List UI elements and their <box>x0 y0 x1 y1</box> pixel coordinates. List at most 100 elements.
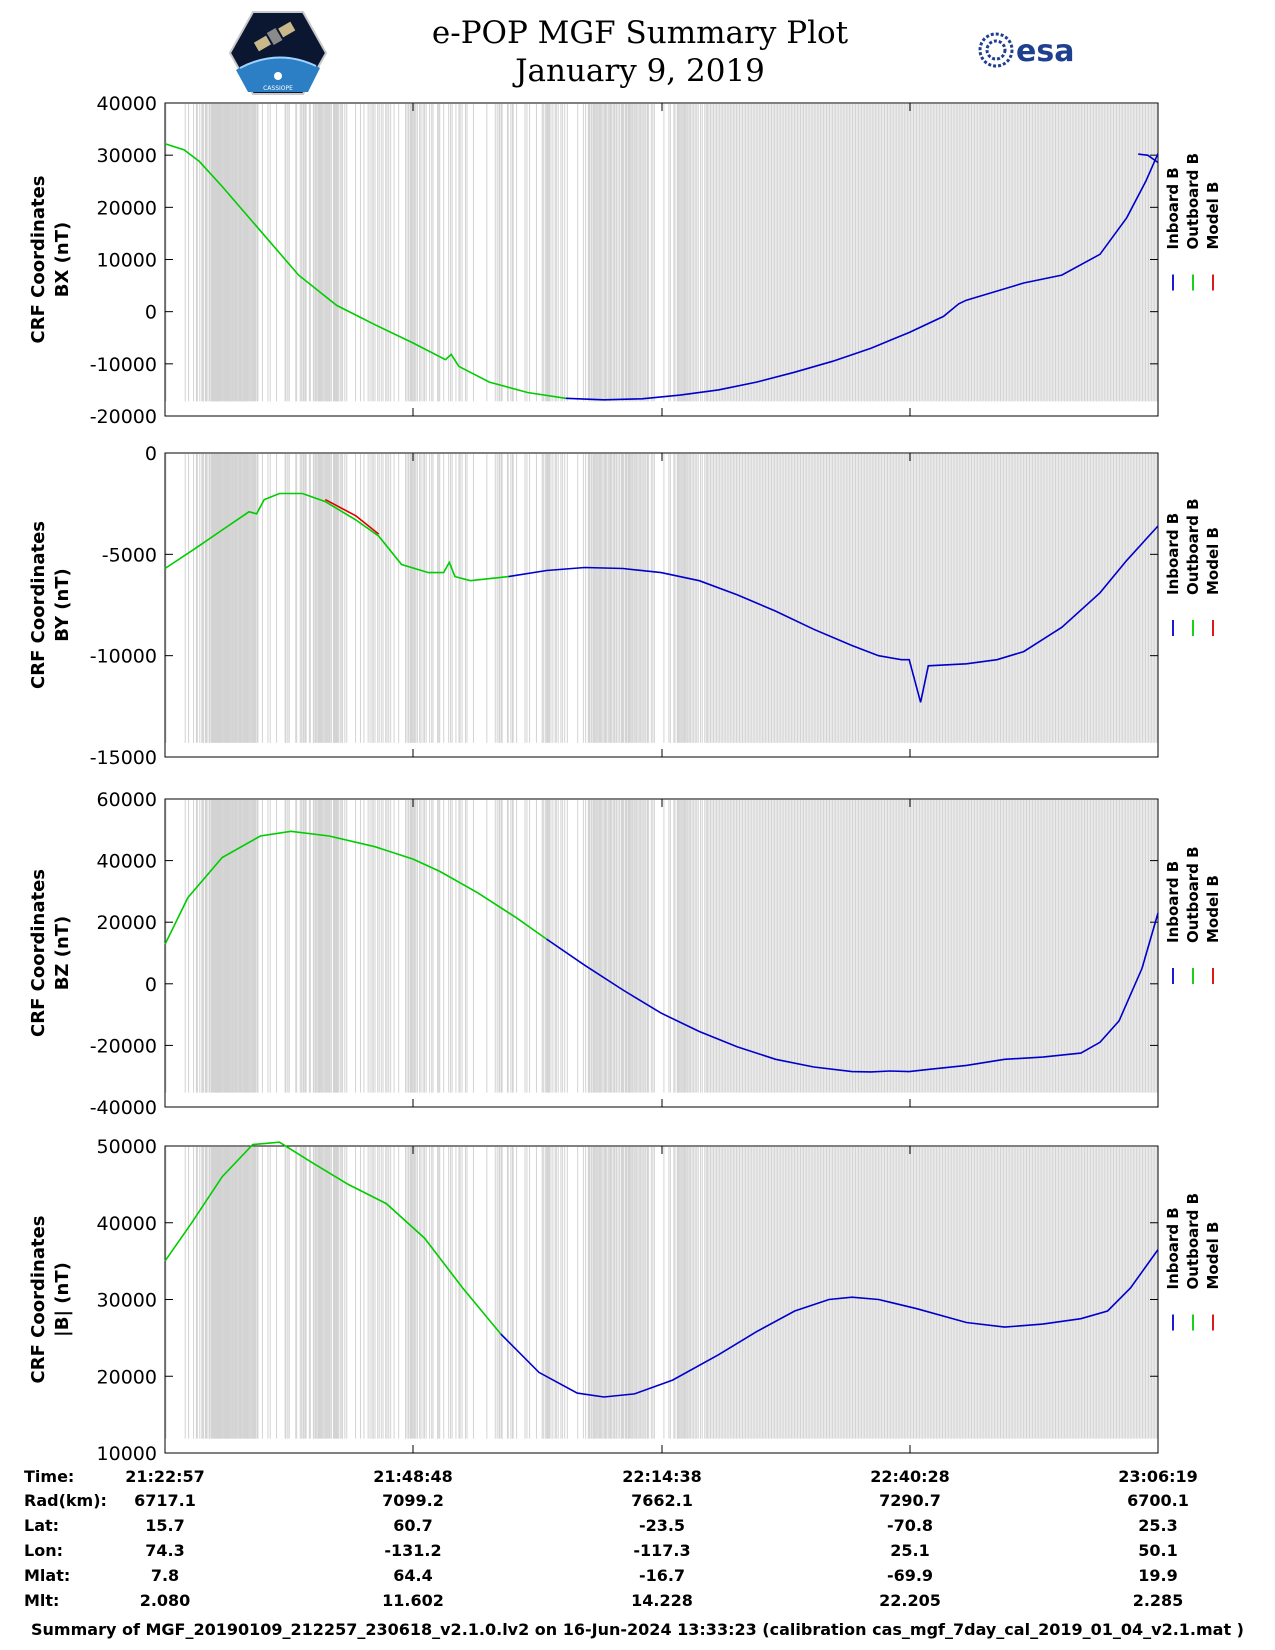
data-gap-bar <box>620 454 624 743</box>
data-gap-bar <box>1038 454 1040 743</box>
data-gap-bar <box>684 800 686 1093</box>
data-gap-bar <box>631 800 633 1093</box>
data-gap-bar <box>833 1147 835 1439</box>
data-gap-bar <box>223 800 225 1093</box>
data-gap-bar <box>225 104 227 402</box>
data-gap-bar <box>685 1147 687 1439</box>
data-gap-bar <box>355 800 357 1093</box>
data-gap-bar <box>743 800 745 1093</box>
data-gap-bar <box>377 800 379 1093</box>
data-gap-bar <box>1010 454 1012 743</box>
data-gap-bar <box>329 800 331 1093</box>
data-gap-bar <box>459 104 461 402</box>
data-gap-bar <box>877 454 879 743</box>
data-gap-bar <box>363 104 365 402</box>
data-gap-bar <box>764 1147 766 1439</box>
data-gap-bar <box>948 104 950 402</box>
data-gap-bar <box>784 1147 786 1439</box>
data-gap-bar <box>928 1147 930 1439</box>
data-gap-bar <box>464 104 466 402</box>
data-gap-bar <box>706 454 708 743</box>
data-gap-bar <box>510 454 512 743</box>
data-gap-bar <box>1064 1147 1066 1439</box>
data-gap-bar <box>946 1147 948 1439</box>
data-gap-bar <box>1105 104 1107 402</box>
data-gap-bar <box>754 800 756 1093</box>
data-gap-bar <box>682 104 684 402</box>
data-gap-bar <box>1016 1147 1018 1439</box>
data-gap-bar <box>437 454 439 743</box>
data-gap-bar <box>346 800 348 1093</box>
data-gap-bar <box>548 800 550 1093</box>
data-gap-bar <box>650 104 652 402</box>
data-gap-bar <box>1085 104 1087 402</box>
data-gap-bar <box>987 1147 989 1439</box>
data-gap-bar <box>972 1147 974 1439</box>
data-gap-bar <box>783 800 785 1093</box>
data-gap-bar <box>228 800 230 1093</box>
data-gap-bar <box>848 800 850 1093</box>
data-gap-bar <box>848 1147 850 1439</box>
data-gap-bar <box>1096 800 1098 1093</box>
data-gap-bar <box>751 800 753 1093</box>
data-gap-bar <box>812 454 814 743</box>
data-gap-bar <box>777 1147 779 1439</box>
data-gap-bar <box>795 454 797 743</box>
data-gap-bar <box>1053 1147 1055 1439</box>
data-gap-bar <box>644 1147 646 1439</box>
data-gap-bar <box>905 104 907 402</box>
data-gap-bar <box>992 104 994 402</box>
data-gap-bar <box>1099 454 1101 743</box>
data-gap-bar <box>1006 1147 1008 1439</box>
data-gap-bar <box>676 1147 678 1439</box>
data-gap-bar <box>458 800 460 1093</box>
data-gap-bar <box>648 800 650 1093</box>
data-gap-bar <box>888 800 890 1093</box>
data-gap-bar <box>223 800 225 1093</box>
data-gap-bar <box>603 104 605 402</box>
data-gap-bar <box>242 454 244 743</box>
data-gap-bar <box>716 800 718 1093</box>
legend-label: Model B <box>1204 1222 1222 1290</box>
data-gap-bar <box>919 800 921 1093</box>
data-gap-bar <box>640 104 642 402</box>
data-gap-bar <box>854 800 856 1093</box>
orbit-value: -70.8 <box>886 1516 934 1535</box>
data-gap-bar <box>1108 800 1110 1093</box>
data-gap-bar <box>1061 800 1063 1093</box>
y-axis-label: CRF Coordinates BY (nT) <box>28 521 73 689</box>
data-gap-bar <box>713 454 715 743</box>
data-gap-bar <box>239 800 241 1093</box>
data-gap-bar <box>990 454 992 743</box>
data-gap-bar <box>772 454 774 743</box>
data-gap-bar <box>1138 800 1140 1093</box>
data-gap-bar <box>829 800 831 1093</box>
data-gap-bar <box>648 1147 650 1439</box>
data-gap-bar <box>511 104 513 402</box>
data-gap-bar <box>894 800 896 1093</box>
data-gap-bar <box>611 800 613 1093</box>
data-gap-bar <box>219 104 221 402</box>
data-gap-bar <box>1030 1147 1032 1439</box>
data-gap-bar <box>219 104 221 402</box>
data-gap-bar <box>1138 104 1140 402</box>
data-gap-bar <box>713 1147 715 1439</box>
data-gap-bar <box>209 800 211 1093</box>
data-gap-bar <box>890 1147 892 1439</box>
data-gap-bar <box>408 454 410 743</box>
data-gap-bar <box>318 454 320 743</box>
data-gap-bar <box>506 454 508 743</box>
data-gap-bar <box>735 1147 737 1439</box>
data-gap-bar <box>220 1147 222 1439</box>
data-gap-bar <box>1155 104 1157 402</box>
data-gap-bar <box>414 454 416 743</box>
data-gap-bar <box>993 1147 995 1439</box>
data-gap-bar <box>252 454 254 743</box>
data-gap-bar <box>611 454 613 743</box>
data-gap-bar <box>251 800 253 1093</box>
data-gap-bar <box>390 104 392 402</box>
data-gap-bar <box>841 1147 843 1439</box>
data-gap-bar <box>682 454 684 743</box>
data-gap-bar <box>225 454 227 743</box>
data-gap-bar <box>848 104 850 402</box>
